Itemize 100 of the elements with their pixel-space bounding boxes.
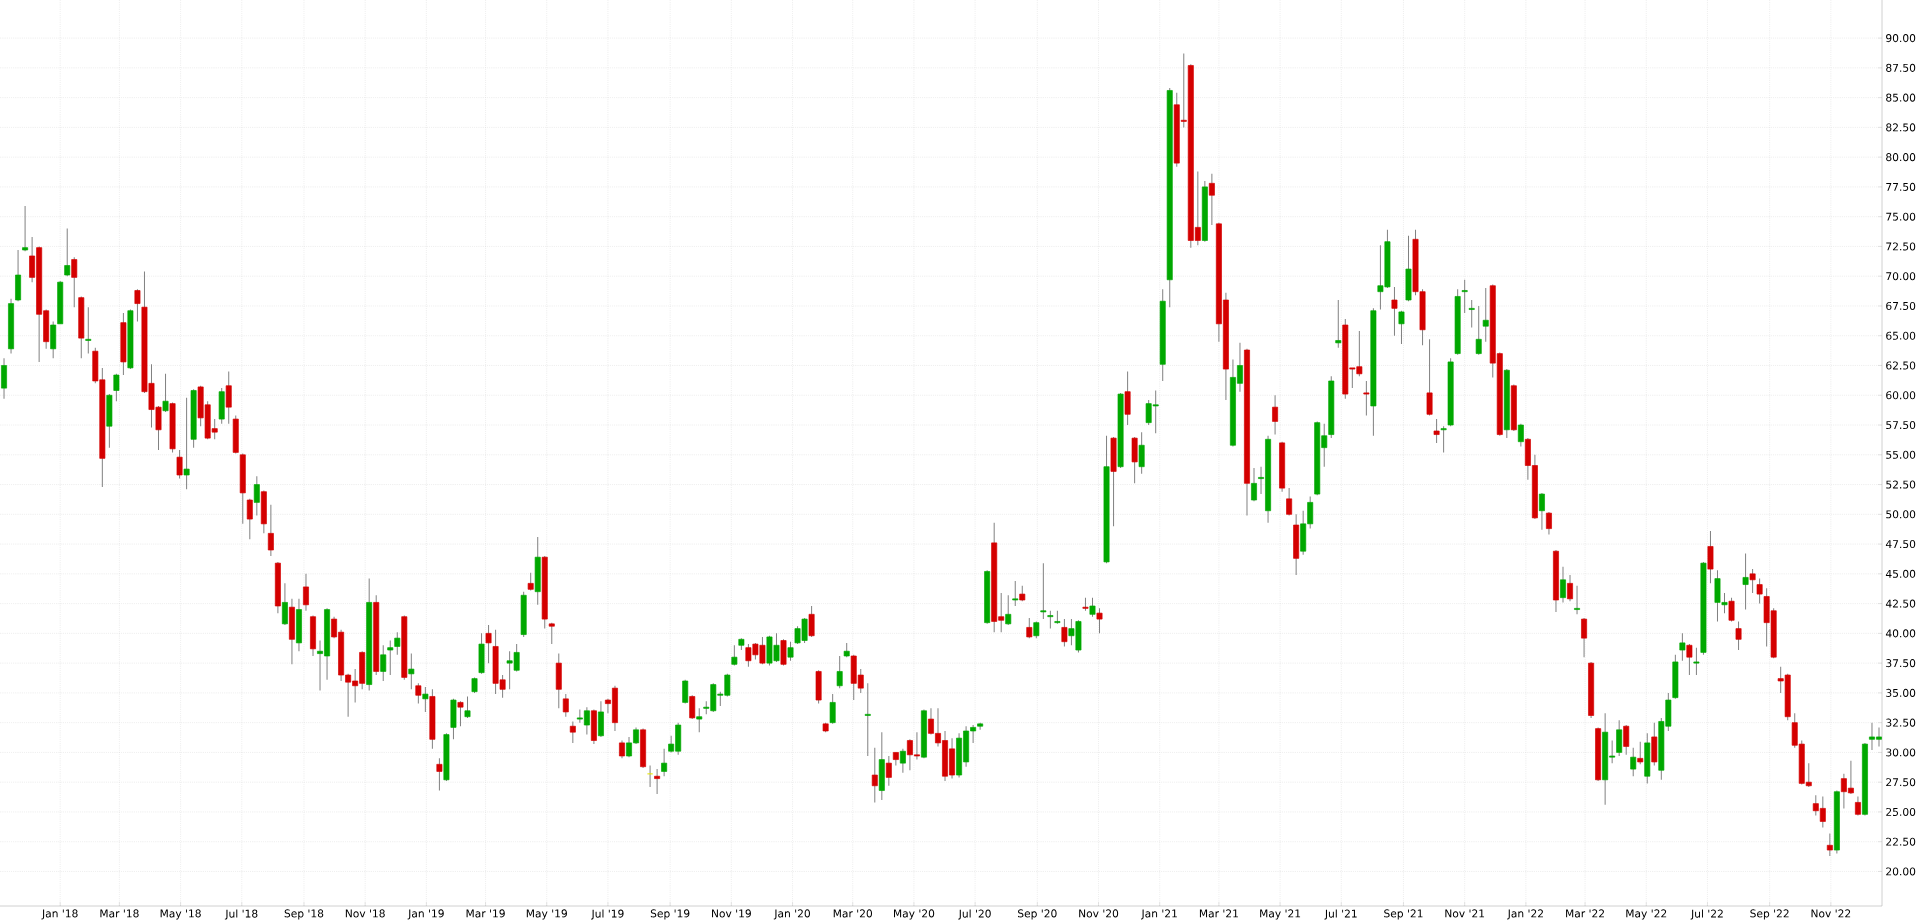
y-tick-label: 32.50 xyxy=(1886,718,1916,727)
candlestick xyxy=(1854,795,1861,817)
candlestick xyxy=(1616,719,1623,757)
candlestick xyxy=(1482,287,1489,343)
candlestick xyxy=(1391,286,1398,337)
x-tick-label: May '19 xyxy=(526,909,567,920)
candlestick xyxy=(562,693,569,718)
x-tick-label: Nov '20 xyxy=(1079,909,1119,918)
candlestick xyxy=(1567,574,1573,602)
x-tick-label: Sep '19 xyxy=(650,909,690,920)
candlestick xyxy=(1,357,7,400)
candlestick xyxy=(1468,299,1475,328)
candlestick xyxy=(1012,580,1019,607)
candlestick xyxy=(1040,562,1047,620)
candlestick xyxy=(1005,594,1012,626)
candlestick xyxy=(408,653,415,690)
x-tick-label: Sep '21 xyxy=(1384,909,1423,920)
candlestick xyxy=(661,748,668,777)
y-tick-label: 77.50 xyxy=(1886,182,1916,191)
x-tick-label: Jan '21 xyxy=(1140,909,1177,920)
x-tick-label: May '18 xyxy=(160,909,201,920)
candlestick xyxy=(885,755,892,787)
candlestick xyxy=(1826,832,1833,857)
candlestick xyxy=(1538,492,1545,531)
candlestick xyxy=(183,397,190,490)
candlestick xyxy=(485,624,492,664)
y-tick-label: 50.00 xyxy=(1886,510,1916,519)
candlestick xyxy=(1089,597,1096,618)
candlestick xyxy=(1574,585,1580,615)
candlestick xyxy=(829,693,836,725)
candlestick xyxy=(1363,380,1370,416)
x-tick-label: Mar '20 xyxy=(833,909,873,918)
candlestick xyxy=(780,638,787,667)
candlestick xyxy=(1581,617,1588,658)
y-tick-label: 62.50 xyxy=(1886,361,1916,370)
candlestick xyxy=(1208,173,1215,226)
x-tick-label: May '21 xyxy=(1260,909,1301,920)
candlestick xyxy=(64,228,71,277)
candlestick xyxy=(1735,620,1742,651)
y-tick-label: 20.00 xyxy=(1886,867,1916,876)
x-tick-label: Mar '22 xyxy=(1566,909,1604,918)
x-tick-label: Jul '19 xyxy=(591,909,624,920)
x-tick-label: Mar '18 xyxy=(100,909,139,918)
candlestick xyxy=(1679,632,1686,662)
candlestick xyxy=(50,320,57,359)
candlestick xyxy=(394,631,401,656)
candlestick xyxy=(1749,568,1756,594)
candlestick xyxy=(22,205,29,252)
candlestick xyxy=(1686,643,1693,676)
x-tick-label: Nov '21 xyxy=(1445,909,1485,918)
y-tick-label: 37.50 xyxy=(1886,659,1916,668)
candlestick xyxy=(1637,741,1644,765)
y-tick-label: 40.00 xyxy=(1885,629,1916,638)
candlestick xyxy=(731,644,738,667)
candlestick xyxy=(253,475,260,516)
y-tick-label: 47.50 xyxy=(1885,540,1916,549)
candlestick xyxy=(71,256,78,308)
candlestick xyxy=(113,373,120,402)
x-tick-label: May '22 xyxy=(1626,909,1667,920)
candlestick xyxy=(85,306,92,355)
y-tick-label: 85.00 xyxy=(1886,93,1916,102)
candlestick xyxy=(1742,553,1749,611)
y-tick-label: 55.00 xyxy=(1886,450,1916,459)
y-tick-label: 75.00 xyxy=(1886,212,1916,221)
candlestick xyxy=(1124,370,1131,426)
candlestick xyxy=(864,682,871,757)
y-tick-label: 57.50 xyxy=(1886,420,1916,430)
candlestick xyxy=(696,707,703,733)
x-tick-label: Nov '22 xyxy=(1811,909,1851,918)
candlestick xyxy=(415,682,422,705)
x-tick-label: Nov '18 xyxy=(345,909,385,918)
candlestick xyxy=(464,695,471,719)
candlestick xyxy=(225,370,232,425)
y-tick-label: 82.50 xyxy=(1886,123,1916,132)
candlestick xyxy=(422,686,429,713)
candlestick xyxy=(457,700,464,727)
candlestick xyxy=(569,720,576,744)
candlestick xyxy=(1707,530,1714,584)
x-tick-label: Jul '22 xyxy=(1690,909,1723,920)
y-tick-label: 35.00 xyxy=(1886,688,1916,697)
candlestick xyxy=(436,757,443,792)
candlestick xyxy=(1475,305,1482,356)
x-tick-label: Mar '21 xyxy=(1199,909,1238,918)
x-tick-label: Sep '20 xyxy=(1018,909,1057,920)
candlestick xyxy=(281,582,288,626)
y-tick-label: 67.50 xyxy=(1886,301,1916,310)
candlestick xyxy=(176,449,183,480)
candlestick xyxy=(597,700,604,738)
candlestick xyxy=(787,641,794,662)
x-tick-label: Nov '19 xyxy=(712,909,751,918)
candlestick xyxy=(1756,578,1763,605)
x-tick-label: Jan '18 xyxy=(41,909,78,920)
candlestick xyxy=(387,640,394,676)
y-tick-label: 72.50 xyxy=(1886,242,1916,251)
candlestick xyxy=(1131,436,1138,484)
x-tick-label: May '20 xyxy=(893,909,935,920)
candlestick xyxy=(836,655,843,689)
candlestick xyxy=(1272,394,1279,436)
candlestick xyxy=(1335,299,1342,349)
y-tick-label: 52.50 xyxy=(1886,480,1916,489)
